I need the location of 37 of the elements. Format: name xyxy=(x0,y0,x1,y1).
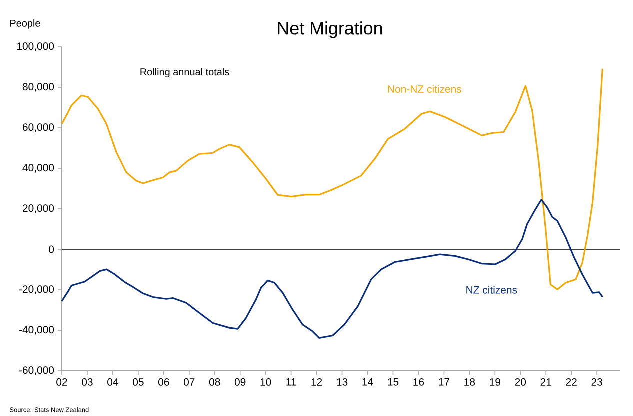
x-tick-label: 19 xyxy=(490,378,500,386)
x-tick-label: 03 xyxy=(82,378,93,386)
line-series xyxy=(61,199,604,340)
y-tick-label: 80,000 xyxy=(22,83,54,92)
y-tick-label: -20,000 xyxy=(19,286,54,295)
x-tick-label: 07 xyxy=(184,378,195,386)
y-tick-label: 20,000 xyxy=(23,204,54,214)
x-tick-label: 13 xyxy=(337,378,348,386)
x-tick-label: 10 xyxy=(260,378,272,386)
x-tick-label: 14 xyxy=(362,378,374,386)
y-tick-label: 100,000 xyxy=(17,42,54,52)
x-tick-label: 09 xyxy=(234,378,246,386)
x-tick-label: 22 xyxy=(566,378,577,386)
y-axis-title: People xyxy=(10,20,40,30)
x-tick-label: 06 xyxy=(158,378,170,386)
x-tick-label: 16 xyxy=(414,378,424,386)
annotation: Rolling annual totals xyxy=(140,68,230,78)
x-tick-label: 23 xyxy=(592,378,602,386)
x-tick-label: 11 xyxy=(286,378,296,386)
y-tick-label: 0 xyxy=(49,246,54,254)
y-tick-label: 60,000 xyxy=(23,124,54,133)
x-tick-label: 04 xyxy=(108,378,118,386)
x-tick-label: 15 xyxy=(388,378,399,386)
x-tick-label: 08 xyxy=(209,378,220,386)
x-tick-label: 20 xyxy=(515,378,526,386)
y-tick-label: 40,000 xyxy=(22,164,54,174)
x-tick-label: 17 xyxy=(439,378,450,386)
x-tick-label: 12 xyxy=(312,378,322,386)
y-tick-label: -60,000 xyxy=(19,366,54,376)
x-tick-label: 18 xyxy=(464,378,476,386)
text: Non-NZ citizens xyxy=(388,85,462,94)
text: NZ citizens xyxy=(466,286,518,294)
x-tick-label: 02 xyxy=(56,378,68,386)
x-tick-label: 05 xyxy=(133,378,144,386)
y-tick-label: -40,000 xyxy=(19,326,54,336)
chart-title: Net Migration xyxy=(278,22,382,39)
x-tick-label: 21 xyxy=(540,378,552,386)
